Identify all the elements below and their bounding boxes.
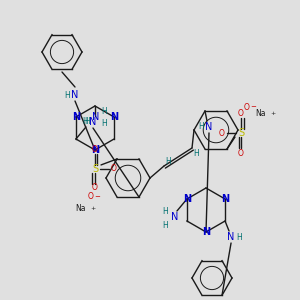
Text: N: N bbox=[202, 227, 210, 237]
Text: +: + bbox=[90, 206, 96, 211]
Text: N: N bbox=[91, 145, 99, 155]
Text: N: N bbox=[89, 117, 97, 127]
Text: O: O bbox=[238, 148, 244, 158]
Text: +: + bbox=[270, 111, 276, 116]
Text: N: N bbox=[171, 212, 178, 222]
Text: H: H bbox=[84, 116, 90, 125]
Text: N: N bbox=[221, 194, 229, 204]
Text: O: O bbox=[219, 129, 225, 138]
Text: H: H bbox=[101, 106, 107, 116]
Text: N: N bbox=[72, 112, 80, 122]
Text: O: O bbox=[92, 146, 98, 154]
Text: H: H bbox=[198, 122, 204, 131]
Text: S: S bbox=[238, 128, 244, 138]
Text: N: N bbox=[227, 232, 235, 242]
Text: H: H bbox=[82, 118, 88, 127]
Text: N: N bbox=[71, 90, 79, 100]
Text: H: H bbox=[162, 206, 168, 215]
Text: N: N bbox=[92, 112, 100, 122]
Text: N: N bbox=[205, 122, 213, 132]
Text: O: O bbox=[238, 109, 244, 118]
Text: N: N bbox=[110, 112, 118, 122]
Text: S: S bbox=[92, 164, 98, 174]
Text: H: H bbox=[64, 91, 70, 100]
Text: −: − bbox=[250, 104, 256, 110]
Text: O: O bbox=[88, 192, 94, 201]
Text: H: H bbox=[162, 220, 168, 230]
Text: Na: Na bbox=[256, 109, 266, 118]
Text: H: H bbox=[165, 158, 171, 166]
Text: −: − bbox=[94, 194, 100, 200]
Text: H: H bbox=[101, 118, 107, 127]
Text: O: O bbox=[111, 164, 117, 173]
Text: N: N bbox=[183, 194, 191, 204]
Text: H: H bbox=[193, 149, 199, 158]
Text: O: O bbox=[244, 103, 250, 112]
Text: Na: Na bbox=[76, 204, 86, 213]
Text: H: H bbox=[236, 232, 242, 242]
Text: O: O bbox=[92, 183, 98, 192]
